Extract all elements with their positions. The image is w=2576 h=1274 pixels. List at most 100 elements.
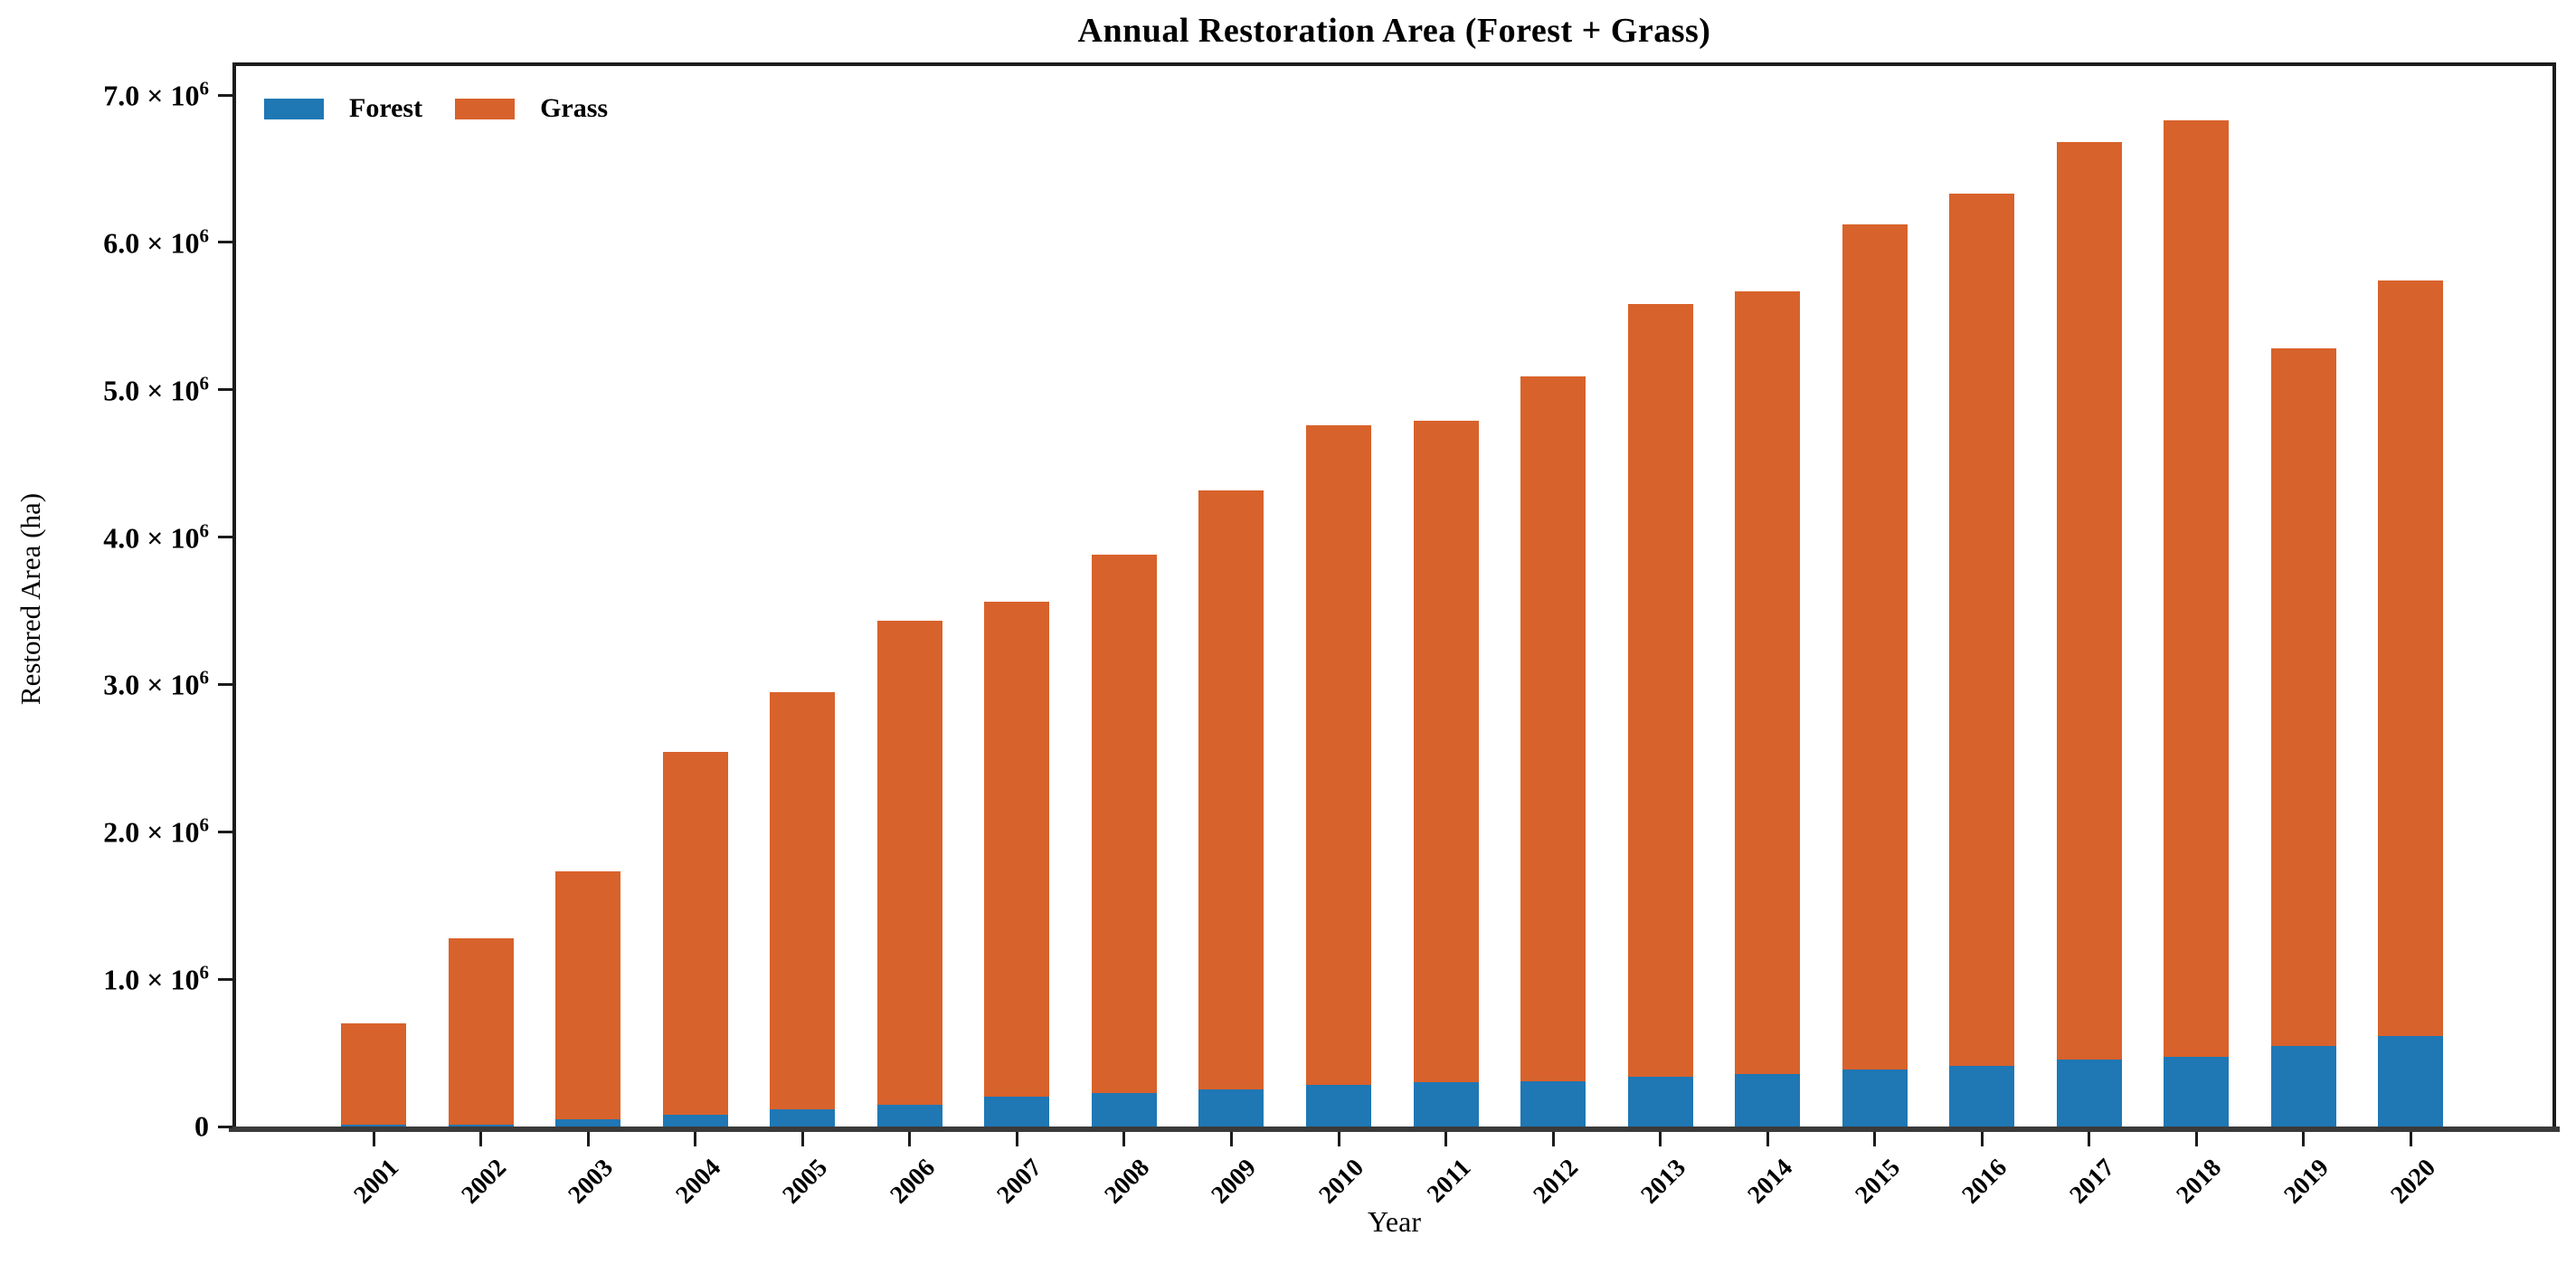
x-tick-label: 2019: [2278, 1154, 2334, 1210]
x-tick-mark: [1444, 1132, 1447, 1146]
bar-2013-forest: [1627, 1076, 1693, 1127]
x-tick-mark: [1980, 1132, 1984, 1146]
bar-2018-forest: [2164, 1056, 2230, 1127]
bar-2001-forest: [341, 1125, 406, 1127]
bar-2003-grass: [555, 871, 621, 1119]
x-tick-label: 2002: [456, 1154, 512, 1210]
x-tick-label: 2010: [1313, 1154, 1369, 1210]
y-tick-label: 2.0 × 106: [103, 813, 209, 849]
bar-2019-forest: [2270, 1046, 2336, 1127]
bar-2014-forest: [1735, 1074, 1801, 1127]
x-tick-label: 2003: [563, 1154, 620, 1210]
bar-2012-grass: [1520, 376, 1586, 1081]
x-tick-label: 2018: [2171, 1154, 2228, 1210]
x-tick-mark: [1122, 1132, 1126, 1146]
x-tick-mark: [2194, 1132, 2198, 1146]
bar-2003-forest: [555, 1118, 621, 1127]
x-tick-mark: [479, 1132, 482, 1146]
bar-2004-forest: [662, 1115, 728, 1127]
bar-2009-forest: [1198, 1089, 1264, 1127]
y-axis-spine: [232, 62, 236, 1132]
x-tick-mark: [1766, 1132, 1769, 1146]
bar-2009-grass: [1198, 490, 1264, 1089]
y-tick-mark: [218, 388, 232, 392]
forest-legend-label: Forest: [349, 93, 423, 123]
bar-2014-grass: [1735, 290, 1801, 1075]
x-tick-mark: [1873, 1132, 1877, 1146]
x-tick-label: 2008: [1099, 1154, 1155, 1210]
x-tick-label: 2013: [1635, 1154, 1691, 1210]
y-tick-label: 7.0 × 106: [103, 77, 209, 112]
y-tick-label: 4.0 × 106: [103, 519, 209, 554]
y-tick-mark: [218, 977, 232, 981]
x-tick-label: 2012: [1528, 1154, 1584, 1210]
x-tick-label: 2009: [1206, 1154, 1263, 1210]
y-tick-mark: [218, 241, 232, 244]
bar-2008-forest: [1091, 1093, 1157, 1127]
x-tick-mark: [1229, 1132, 1233, 1146]
legend: Forest Grass: [264, 92, 608, 125]
x-tick-label: 2015: [1850, 1154, 1906, 1210]
bar-2005-grass: [770, 691, 836, 1110]
legend-entry-forest: Forest: [264, 93, 422, 124]
bar-2020-forest: [2378, 1035, 2444, 1127]
bar-2006-forest: [876, 1104, 942, 1127]
bar-2010-grass: [1306, 424, 1371, 1086]
grass-legend-swatch: [455, 98, 516, 119]
plot-area: [236, 66, 2552, 1127]
bar-2016-forest: [1949, 1066, 2015, 1127]
x-tick-label: 2005: [777, 1154, 834, 1210]
y-tick-label: 6.0 × 106: [103, 224, 209, 260]
x-tick-mark: [2409, 1132, 2412, 1146]
x-tick-label: 2001: [348, 1154, 404, 1210]
bar-2020-grass: [2378, 280, 2444, 1036]
bar-2013-grass: [1627, 304, 1693, 1077]
x-axis-baseline: [229, 1127, 2560, 1132]
y-tick-mark: [218, 682, 232, 686]
x-tick-mark: [1337, 1132, 1340, 1146]
y-tick-label: 0: [194, 1109, 209, 1143]
bar-2007-forest: [984, 1097, 1050, 1127]
x-axis-title: Year: [1368, 1205, 1421, 1238]
x-tick-mark: [372, 1132, 375, 1146]
forest-legend-swatch: [264, 98, 324, 119]
x-tick-mark: [586, 1132, 590, 1146]
bar-2006-grass: [876, 621, 942, 1105]
x-tick-label: 2006: [885, 1154, 941, 1210]
x-tick-label: 2014: [1742, 1154, 1799, 1210]
x-tick-label: 2016: [1956, 1154, 2013, 1210]
bar-2007-grass: [984, 602, 1050, 1098]
y-tick-mark: [218, 1125, 232, 1128]
grass-legend-label: Grass: [540, 93, 609, 123]
x-tick-mark: [2088, 1132, 2091, 1146]
bar-2017-forest: [2056, 1059, 2122, 1127]
x-tick-mark: [1659, 1132, 1662, 1146]
y-tick-mark: [218, 830, 232, 833]
right-spine: [2552, 62, 2556, 1132]
bar-2002-forest: [448, 1124, 514, 1127]
bar-2005-forest: [770, 1109, 836, 1127]
x-tick-label: 2011: [1421, 1154, 1477, 1209]
bar-2015-forest: [1842, 1070, 1908, 1127]
bar-2015-grass: [1842, 224, 1908, 1070]
y-axis-title: Restored Area (ha): [14, 492, 46, 706]
legend-entry-grass: Grass: [455, 93, 608, 124]
bar-2012-forest: [1520, 1080, 1586, 1127]
bar-2016-grass: [1949, 194, 2015, 1067]
y-tick-label: 3.0 × 106: [103, 667, 209, 701]
y-tick-label: 1.0 × 106: [103, 961, 209, 996]
bar-2004-grass: [662, 752, 728, 1115]
bar-2018-grass: [2164, 119, 2230, 1057]
x-tick-mark: [800, 1132, 804, 1146]
bar-2010-forest: [1306, 1085, 1371, 1127]
x-tick-label: 2020: [2385, 1154, 2442, 1210]
bar-2002-grass: [448, 937, 514, 1125]
bar-2019-grass: [2270, 348, 2336, 1047]
x-tick-mark: [908, 1132, 912, 1146]
x-tick-mark: [2302, 1132, 2306, 1146]
x-tick-mark: [1015, 1132, 1018, 1146]
chart-title: Annual Restoration Area (Forest + Grass): [1077, 12, 1711, 50]
y-tick-label: 5.0 × 106: [103, 372, 209, 407]
x-tick-label: 2004: [670, 1154, 726, 1210]
